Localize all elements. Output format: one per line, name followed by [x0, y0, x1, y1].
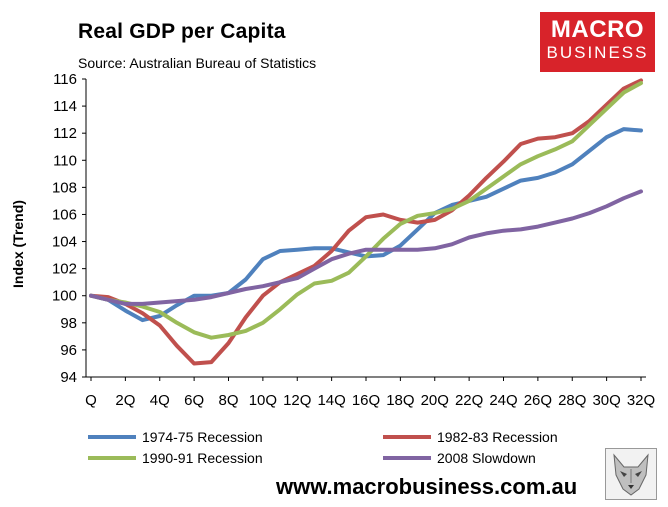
- legend-swatch: [88, 456, 136, 460]
- x-tick-label: 30Q: [592, 392, 620, 409]
- chart-axes: 94 96 98 100 102 104 106 108 110 112 114 116 Q 2Q 4Q 6Q…: [52, 71, 655, 409]
- series-line-1982-83-recession: [89, 78, 643, 366]
- legend-swatch: [383, 435, 431, 439]
- legend-item-1982: 1982-83 Recession: [383, 429, 558, 445]
- y-tick-label: 100: [52, 288, 77, 305]
- x-tick-label: 2Q: [115, 392, 135, 409]
- x-tick-label: 4Q: [150, 392, 170, 409]
- wolf-logo-icon: [605, 448, 657, 500]
- y-tick-label: 94: [60, 369, 77, 386]
- x-tick-label: 12Q: [283, 392, 311, 409]
- y-tick-label: 110: [53, 152, 77, 169]
- x-tick-label: 18Q: [386, 392, 414, 409]
- y-tick-label: 98: [60, 315, 77, 332]
- legend-label: 2008 Slowdown: [437, 450, 536, 466]
- series-line-1990-91-recession: [89, 81, 643, 340]
- chart-series: [89, 78, 643, 366]
- logo-line1: MACRO: [550, 16, 645, 43]
- x-tick-label: 8Q: [218, 392, 238, 409]
- y-axis-label: Index (Trend): [10, 200, 26, 288]
- chart-subtitle: Source: Australian Bureau of Statistics: [78, 55, 317, 71]
- legend-label: 1982-83 Recession: [437, 429, 558, 445]
- y-tick-label: 96: [60, 342, 77, 359]
- wolf-icon: [613, 453, 649, 496]
- legend-swatch: [383, 456, 431, 460]
- series-line-1974-75-recession: [89, 127, 643, 323]
- x-tick-label: 6Q: [184, 392, 204, 409]
- legend-item-1974: 1974-75 Recession: [88, 429, 263, 445]
- y-tick-label: 114: [53, 98, 77, 115]
- y-tick-label: 102: [52, 261, 77, 278]
- x-tick-label: 10Q: [249, 392, 277, 409]
- x-tick-label: Q: [85, 392, 97, 409]
- legend-label: 1974-75 Recession: [142, 429, 263, 445]
- y-tick-label: 116: [53, 71, 77, 88]
- line-chart: 94 96 98 100 102 104 106 108 110 112 114 116 Q 2Q 4Q 6Q…: [10, 71, 655, 409]
- x-tick-label: 24Q: [489, 392, 517, 409]
- x-tick-label: 20Q: [421, 392, 449, 409]
- x-tick-label: 22Q: [455, 392, 483, 409]
- y-tick-label: 104: [52, 234, 77, 251]
- legend-item-1990: 1990-91 Recession: [88, 450, 263, 466]
- website-url[interactable]: www.macrobusiness.com.au: [276, 474, 578, 499]
- x-tick-label: 32Q: [627, 392, 655, 409]
- y-tick-label: 112: [53, 125, 77, 142]
- y-tick-label: 106: [52, 206, 77, 223]
- macrobusiness-logo: MACRO BUSINESS: [540, 12, 655, 72]
- logo-line2: BUSINESS: [546, 43, 649, 62]
- series-line-2008-slowdown: [89, 189, 643, 306]
- x-tick-label: 14Q: [317, 392, 345, 409]
- legend-swatch: [88, 435, 136, 439]
- y-tick-label: 108: [52, 179, 77, 196]
- legend-item-2008: 2008 Slowdown: [383, 450, 536, 466]
- x-tick-label: 26Q: [524, 392, 552, 409]
- chart-title: Real GDP per Capita: [78, 20, 286, 43]
- x-tick-label: 28Q: [558, 392, 586, 409]
- legend-label: 1990-91 Recession: [142, 450, 263, 466]
- x-tick-label: 16Q: [352, 392, 380, 409]
